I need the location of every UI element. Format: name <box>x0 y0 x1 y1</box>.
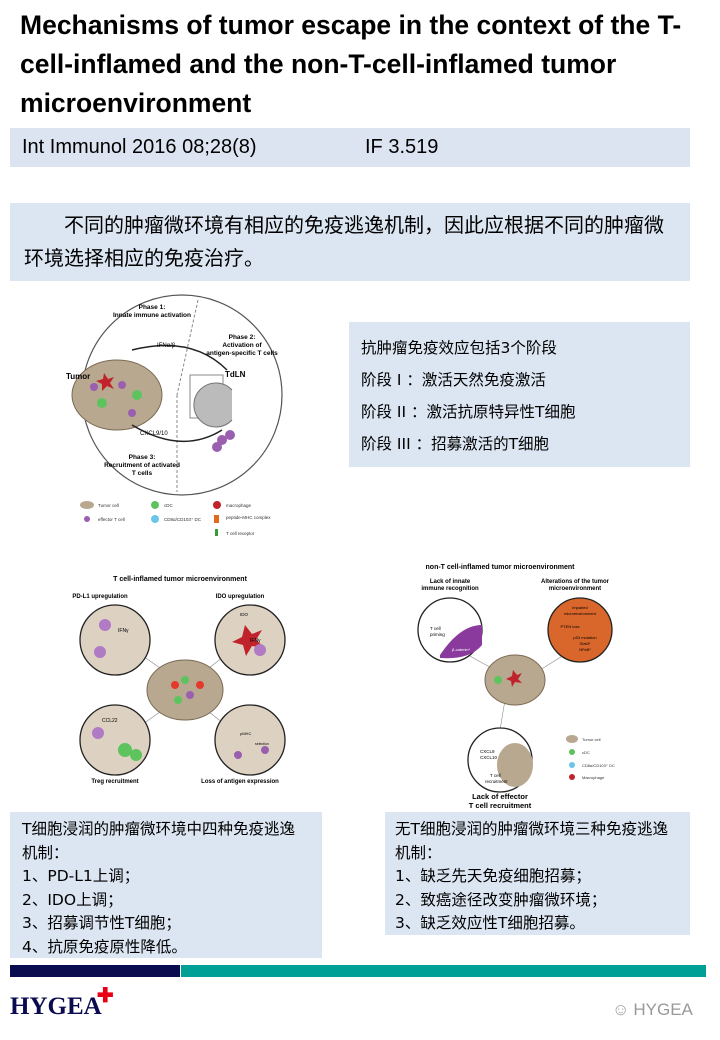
figure-immune-cycle: Phase 1: Innate immune activation Phase … <box>66 294 283 536</box>
phase3-desc2: T cells <box>132 470 153 477</box>
figure2-title: T cell-inflamed tumor microenvironment <box>113 576 247 583</box>
cxcl10: CXCL10 <box>480 755 498 760</box>
tumor-label: Tumor <box>66 372 90 381</box>
pten-loss: PTEN loss <box>561 624 580 629</box>
phase2-label: Phase 2: <box>229 334 256 341</box>
alterations-label: Alterations of the tumor <box>541 579 610 585</box>
ccl22-label: CCL22 <box>102 718 118 724</box>
summary-item: 2、致癌途径改变肿瘤微环境； <box>395 890 607 909</box>
journal-citation: Int Immunol 2016 08;28(8) <box>22 136 257 158</box>
summary-item: 1、PD-L1上调； <box>22 867 140 885</box>
citation-bar: Int Immunol 2016 08;28(8) IF 3.519 <box>10 128 690 167</box>
phases-box: 抗肿瘤免疫效应包括3个阶段 阶段 I ：激活天然免疫激活 阶段 II ：激活抗原… <box>349 322 690 467</box>
logo-text: HYGEA <box>10 993 102 1020</box>
watermark: ☺ HYGEA <box>612 1000 693 1020</box>
innate-label-2: immune recognition <box>421 586 479 592</box>
legend-macrophage: Macrophage <box>582 775 605 780</box>
innate-label: Lack of innate <box>430 579 471 585</box>
tumor-mass <box>71 359 163 431</box>
non-t-cell-inflamed-summary: 无T细胞浸润的肿瘤微环境三种免疫逃逸机制： 1、缺乏先天免疫细胞招募； 2、致癌… <box>385 812 690 935</box>
wechat-icon: ☺ <box>612 1000 630 1019</box>
legend-cdc: cDC <box>164 503 173 508</box>
watermark-text: HYGEA <box>633 1000 693 1019</box>
t-cell-inflamed-summary: T细胞浸润的肿瘤微环境中四种免疫逃逸机制： 1、PD-L1上调； 2、IDO上调… <box>10 812 322 958</box>
phase-item: 阶段 III ：招募激活的T细胞 <box>361 435 550 453</box>
tdln-label: TdLN <box>225 370 246 379</box>
legend-cdc: cDC <box>582 750 590 755</box>
figure-t-cell-inflamed: T cell-inflamed tumor microenvironment P… <box>72 576 286 785</box>
figure3-legend: Tumor cell cDC CD8α/CD103⁺ DC Macrophage <box>566 735 615 780</box>
stat3: Stat3* <box>580 641 591 646</box>
phase3-label: Phase 3: <box>129 454 156 461</box>
t-cell-recruit: T cell <box>490 773 501 778</box>
effector-label: Lack of effector <box>472 792 528 801</box>
phase2-desc: Activation of <box>222 342 262 349</box>
p53: p53 mutation <box>573 635 596 640</box>
summary-item: 1、缺乏先天免疫细胞招募； <box>395 867 591 885</box>
legend-pmhc: peptide-MHC complex <box>226 515 271 520</box>
summary-heading: T细胞浸润的肿瘤微环境中四种免疫逃逸机制： <box>22 820 295 862</box>
cxcl9: CXCL9 <box>480 749 495 754</box>
t-cell-priming: T cell <box>430 626 441 631</box>
nfkb: NFκB* <box>579 647 591 652</box>
ido-label: IDO upregulation <box>216 594 265 600</box>
figure-non-t-cell-inflamed: non-T cell-inflamed tumor microenvironme… <box>417 564 615 810</box>
ifng-label: IFNγ <box>118 628 129 634</box>
t-cell-recruit-2: recruitment <box>485 779 508 784</box>
summary-item: 2、IDO上调； <box>22 890 123 909</box>
intro-text: 不同的肿瘤微环境有相应的免疫逃逸机制，因此应根据不同的肿瘤微环境选择相应的免疫治… <box>10 203 690 281</box>
summary-heading: 无T细胞浸润的肿瘤微环境三种免疫逃逸机制： <box>395 820 668 862</box>
figure3-title: non-T cell-inflamed tumor microenvironme… <box>426 564 576 571</box>
phase3-desc: Recruitment of activated <box>104 462 180 469</box>
legend-cd8-dc: CD8α/CD103⁺ DC <box>164 517 202 522</box>
ifng-label-2: IFNγ <box>250 638 261 644</box>
summary-item: 3、招募调节性T细胞； <box>22 914 181 932</box>
phase1-label: Phase 1: <box>139 304 166 311</box>
antigen-loss-label: Loss of antigen expression <box>201 779 279 785</box>
impaired-2: microenvironment <box>564 611 597 616</box>
page-title: Mechanisms of tumor escape in the contex… <box>20 10 682 118</box>
summary-item: 4、抗原免疫原性降低。 <box>22 937 187 956</box>
t-cell-priming-2: priming <box>430 632 445 637</box>
impaired: impaired <box>572 605 587 610</box>
pdl1-label: PD-L1 upregulation <box>72 594 128 600</box>
phases-heading: 抗肿瘤免疫效应包括3个阶段 <box>361 339 557 357</box>
legend-macrophage: macrophage <box>226 503 252 508</box>
phase1-desc: Innate immune activation <box>113 312 191 319</box>
treg-label: Treg recruitment <box>91 779 138 785</box>
footer-bar-teal <box>181 965 706 977</box>
effector-label-2: T cell recruitment <box>469 801 532 810</box>
beta-catenin: β-catenin* <box>452 647 471 652</box>
selection-label: selection <box>255 742 269 746</box>
legend-cd8-dc: CD8α/CD103⁺ DC <box>582 763 615 768</box>
red-cross-icon: ✚ <box>96 985 114 1007</box>
phase-item: 阶段 I ：激活天然免疫激活 <box>361 371 546 389</box>
legend-tumor-cell: Tumor cell <box>582 737 601 742</box>
pmhc-label: pMHC <box>240 731 251 736</box>
ifn-label: IFNα/β <box>157 343 176 349</box>
legend-effector-t-cell: effector T cell <box>98 517 125 522</box>
summary-item: 3、缺乏效应性T细胞招募。 <box>395 914 585 932</box>
legend-tcr: T cell receptor <box>226 531 255 536</box>
hygea-logo: HYGEA ✚ <box>10 985 114 1021</box>
cxcl-label: CXCL9/10 <box>140 431 168 437</box>
footer-bar-navy <box>10 965 180 977</box>
phase-item: 阶段 II ：激活抗原特异性T细胞 <box>361 403 576 421</box>
alterations-label-2: microenvironment <box>549 586 601 592</box>
figure1-legend: Tumor cell cDC macrophage effector T cel… <box>80 501 271 536</box>
legend-tumor-cell: Tumor cell <box>98 503 119 508</box>
impact-factor: IF 3.519 <box>365 136 439 158</box>
ido-tag: IDO <box>240 612 249 617</box>
phase2-desc2: antigen-specific T cells <box>206 350 278 357</box>
